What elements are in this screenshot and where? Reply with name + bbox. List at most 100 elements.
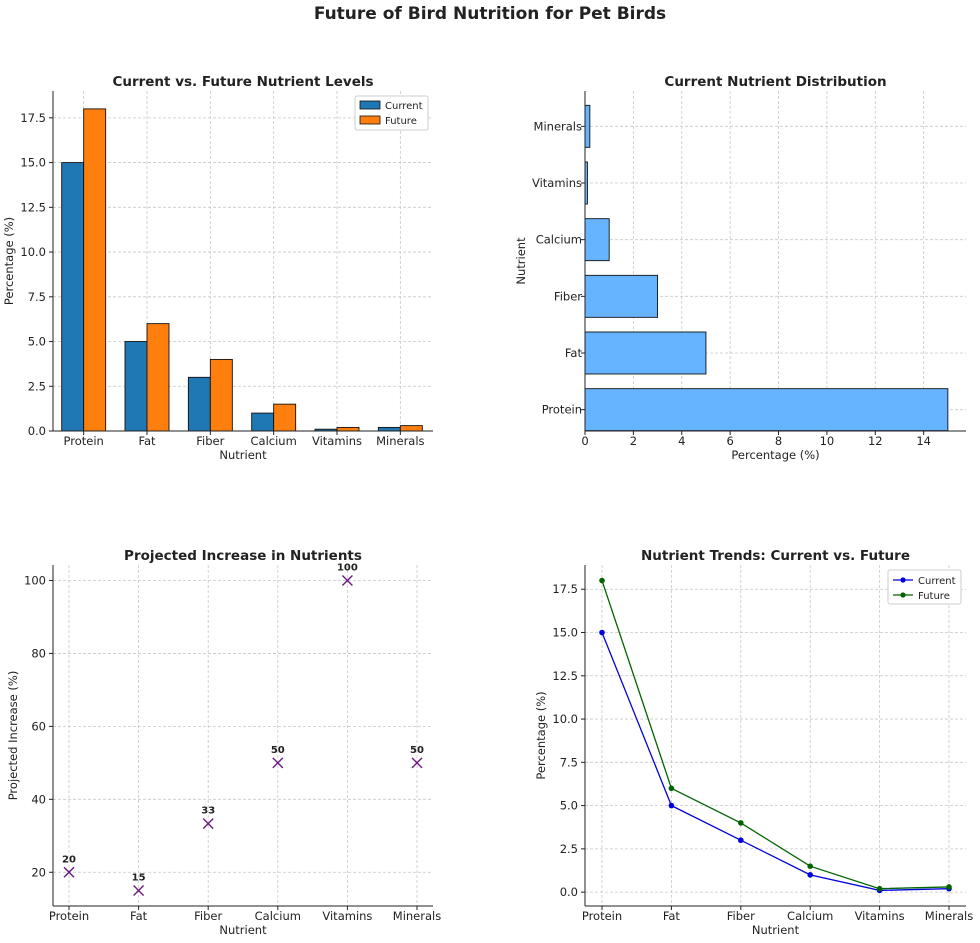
marker-stroke — [341, 575, 353, 586]
y-tick-label: Fat — [565, 346, 583, 360]
point-future-minerals — [946, 884, 952, 890]
x-tick-label: Fat — [138, 434, 156, 448]
y-tick-label: 7.5 — [560, 755, 578, 769]
y-tick-label: Minerals — [534, 119, 582, 133]
x-tick-label: Fiber — [194, 909, 222, 923]
legend: Current Future — [354, 95, 429, 131]
legend-marker — [900, 577, 906, 583]
grid-lines — [584, 91, 966, 431]
x-tick-label: Vitamins — [855, 909, 905, 923]
y-tick-label: 0.0 — [28, 424, 46, 438]
data-label: 100 — [337, 563, 358, 574]
marker-stroke — [202, 818, 214, 830]
point-future-fat — [668, 785, 675, 792]
y-tick-label: 40 — [31, 792, 46, 806]
x-tick-label: Fiber — [727, 909, 755, 923]
point-current-fat — [668, 802, 675, 809]
grid-lines — [53, 565, 433, 906]
data-label: 20 — [62, 854, 76, 865]
bar-future-fiber — [209, 358, 233, 432]
x-axis-label: Percentage (%) — [731, 448, 819, 462]
scatter-point-vitamins — [341, 575, 353, 586]
point-future-vitamins — [876, 885, 883, 892]
bar-current-fiber — [187, 376, 211, 432]
legend-marker — [900, 592, 906, 598]
bar-current-fat — [124, 341, 148, 432]
bar-future-protein — [83, 108, 107, 432]
scatter-point-minerals — [411, 757, 423, 769]
marker-stroke — [133, 885, 145, 896]
y-axis-label: Nutrient — [514, 237, 528, 285]
panel-title: Projected Increase in Nutrients — [124, 548, 362, 564]
legend-label: Future — [385, 116, 417, 127]
x-tick-label: Fat — [130, 909, 148, 923]
point-future-protein — [599, 577, 605, 584]
x-tick-label: Minerals — [376, 434, 424, 448]
y-tick-label: Protein — [542, 403, 582, 417]
y-tick-label: 15.0 — [552, 626, 578, 640]
marker-stroke — [411, 757, 423, 769]
y-tick-label: 2.5 — [28, 379, 46, 393]
line-future — [601, 580, 950, 890]
grid-lines — [585, 565, 966, 906]
legend-label: Future — [918, 591, 950, 602]
x-axis-label: Nutrient — [219, 923, 267, 937]
x-tick-label: Protein — [64, 434, 104, 448]
x-tick-label: Minerals — [393, 909, 441, 923]
marker-stroke — [272, 757, 284, 769]
data-label: 50 — [271, 745, 285, 756]
x-tick-label: Protein — [582, 909, 622, 923]
x-tick-label: Fat — [663, 909, 681, 923]
x-tick-label: 2 — [630, 434, 637, 448]
x-tick-label: Fiber — [196, 434, 224, 448]
x-tick-label: 0 — [581, 434, 588, 448]
x-tick-label: 14 — [916, 434, 931, 448]
bar-future-calcium — [273, 403, 297, 432]
panel-title: Current vs. Future Nutrient Levels — [112, 74, 373, 90]
hbar-fiber — [584, 274, 659, 318]
panel-hbar-chart: 0 2 4 6 8 10 12 14 Protein Fat Fiber Calcium Vitamin… — [514, 74, 966, 462]
x-tick-label: Protein — [49, 909, 89, 923]
panel-scatter-chart: 20 15 33 50 100 50 20 40 60 80 100 Protein Fat Fiber C… — [6, 548, 441, 937]
x-tick-label: 4 — [678, 434, 685, 448]
y-tick-label: Calcium — [536, 233, 582, 247]
data-label: 50 — [410, 745, 424, 756]
legend-swatch — [359, 115, 381, 125]
point-current-calcium — [807, 872, 813, 878]
y-tick-label: 12.5 — [552, 669, 578, 683]
scatter-point-fat — [133, 885, 145, 896]
legend-label: Current — [918, 576, 956, 587]
x-tick-label: 12 — [868, 434, 883, 448]
panel-line-chart: 0.0 2.5 5.0 7.5 10.0 12.5 15.0 17.5 Protein Fat Fi… — [534, 548, 973, 937]
y-tick-label: 0.0 — [560, 885, 578, 899]
y-tick-label: 15.0 — [20, 156, 46, 170]
legend-swatch — [359, 100, 381, 110]
data-label: 15 — [132, 873, 146, 884]
y-tick-label: 20 — [31, 865, 46, 879]
y-tick-label: 10.0 — [552, 712, 578, 726]
panel-title: Current Nutrient Distribution — [664, 74, 886, 90]
y-tick-label: 100 — [24, 574, 46, 588]
point-future-calcium — [807, 863, 813, 869]
x-tick-label: Calcium — [251, 434, 297, 448]
y-tick-label: 12.5 — [20, 200, 46, 214]
figure-title: Future of Bird Nutrition for Pet Birds — [313, 4, 667, 24]
x-tick-label: 6 — [726, 434, 733, 448]
bar-future-fat — [146, 323, 170, 432]
legend: Current Future — [887, 569, 962, 605]
bar-future-minerals — [399, 425, 423, 432]
y-axis-label: Percentage (%) — [2, 217, 16, 305]
y-tick-label: Fiber — [554, 289, 582, 303]
x-tick-label: 8 — [775, 434, 782, 448]
y-tick-label: 60 — [31, 719, 46, 733]
x-axis-label: Nutrient — [219, 448, 267, 462]
y-tick-label: 17.5 — [20, 111, 46, 125]
hbar-fat — [584, 331, 707, 375]
point-current-fiber — [738, 837, 744, 844]
hbar-calcium — [584, 218, 610, 262]
y-tick-label: Vitamins — [532, 176, 582, 190]
y-axis-label: Percentage (%) — [534, 691, 548, 779]
x-tick-label: Vitamins — [312, 434, 362, 448]
bar-current-protein — [61, 162, 85, 432]
